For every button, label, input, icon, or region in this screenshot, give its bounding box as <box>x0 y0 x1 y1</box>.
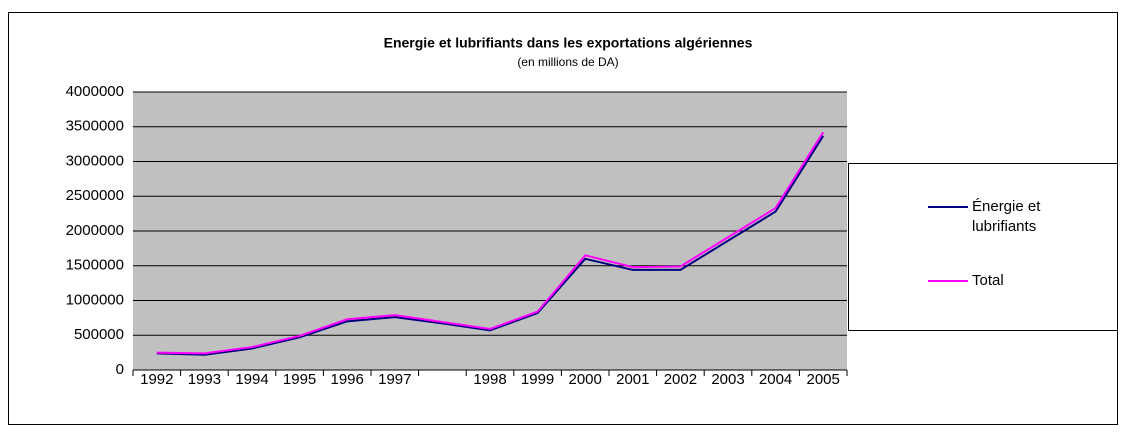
chart-title: Energie et lubrifiants dans les exportat… <box>384 35 753 51</box>
y-tick-label: 2500000 <box>66 187 124 204</box>
y-tick-label: 1000000 <box>66 291 124 308</box>
legend-label: Énergie et lubrifiants <box>972 198 1041 235</box>
x-tick-label: 1993 <box>188 371 221 388</box>
legend-label: Total <box>972 272 1004 289</box>
y-tick-label: 1500000 <box>66 257 124 274</box>
x-tick-label: 2003 <box>711 371 744 388</box>
x-tick-label: 2000 <box>569 371 602 388</box>
x-tick-label: 2004 <box>759 371 792 388</box>
y-tick-label: 2000000 <box>66 222 124 239</box>
series-line <box>156 135 825 356</box>
y-tick-label: 500000 <box>74 326 124 343</box>
x-tick-label: 2002 <box>664 371 697 388</box>
x-tick-label: 1992 <box>140 371 173 388</box>
series-line <box>156 131 825 355</box>
x-tick-label: 1999 <box>521 371 554 388</box>
y-tick-label: 0 <box>116 361 124 378</box>
y-tick-label: 3500000 <box>66 118 124 135</box>
x-tick-label: 1997 <box>378 371 411 388</box>
x-tick-label: 1996 <box>331 371 364 388</box>
x-tick-label: 1994 <box>235 371 268 388</box>
x-tick-label: 1995 <box>283 371 316 388</box>
y-tick-label: 3000000 <box>66 152 124 169</box>
x-tick-label: 2005 <box>807 371 840 388</box>
legend-box <box>848 163 1118 331</box>
x-tick-label: 1998 <box>473 371 506 388</box>
y-tick-label: 4000000 <box>66 83 124 100</box>
x-tick-label: 2001 <box>616 371 649 388</box>
chart-subtitle: (en millions de DA) <box>517 55 618 69</box>
